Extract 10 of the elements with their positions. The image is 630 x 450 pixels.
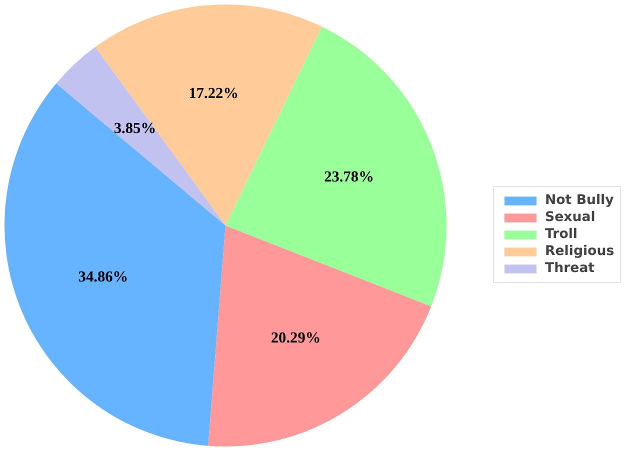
legend-label: Threat: [545, 261, 595, 276]
data-label: 34.86%: [78, 268, 128, 286]
legend-label: Not Bully: [545, 193, 614, 208]
data-label: 3.85%: [114, 120, 156, 138]
data-label: 23.78%: [324, 168, 374, 186]
data-label: 20.29%: [270, 329, 321, 346]
data-label: 17.22%: [188, 84, 239, 102]
legend-label: Troll: [545, 227, 578, 242]
legend-label: Sexual: [545, 210, 596, 225]
legend-label: Religious: [545, 244, 614, 259]
